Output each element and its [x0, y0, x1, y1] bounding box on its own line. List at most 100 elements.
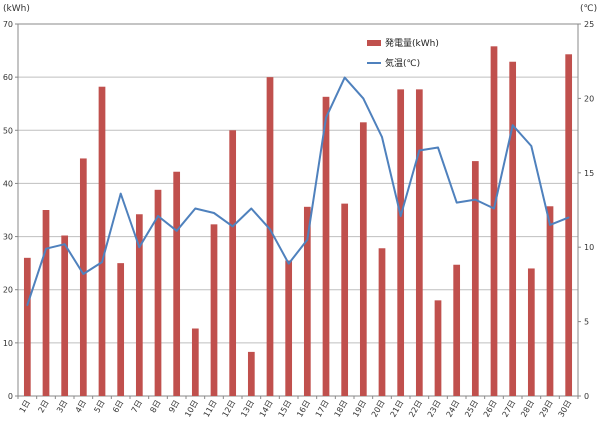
bar-series — [23, 46, 573, 397]
bar — [397, 89, 405, 396]
bar — [546, 206, 554, 396]
x-axis-tick-label: 22日 — [407, 399, 424, 419]
bar — [23, 257, 31, 396]
left-axis-tick-label: 50 — [3, 126, 13, 135]
line-point — [157, 215, 159, 217]
bar — [415, 89, 423, 396]
line-point — [213, 212, 215, 214]
left-axis-tick-label: 40 — [3, 179, 13, 188]
line-point — [362, 97, 365, 100]
line-point — [474, 198, 477, 201]
bar — [98, 86, 106, 397]
right-axis-tick-label: 5 — [584, 318, 589, 327]
line-point — [455, 201, 458, 204]
bar — [79, 158, 87, 396]
right-axis-tick-label: 15 — [584, 169, 594, 178]
bar — [173, 171, 181, 396]
x-axis-tick-label: 30日 — [557, 399, 574, 419]
x-axis-tick-label: 5日 — [92, 399, 106, 415]
x-axis-tick-label: 16日 — [295, 399, 312, 419]
x-axis-tick-label: 9日 — [167, 399, 181, 415]
left-axis-tick-label: 0 — [8, 392, 13, 401]
line-point — [549, 224, 551, 226]
bar — [135, 214, 143, 396]
bar — [229, 130, 237, 397]
legend-swatch-bar — [367, 40, 381, 46]
legend-label-bar: 発電量(kWh) — [385, 37, 439, 49]
x-axis-tick-label: 8日 — [148, 399, 162, 415]
x-axis-tick-label: 24日 — [445, 399, 462, 419]
line-point — [138, 246, 141, 248]
legend: 発電量(kWh) 気温(℃) — [367, 37, 439, 69]
line-point — [418, 149, 421, 152]
x-axis-tick-label: 10日 — [183, 399, 200, 419]
x-axis-tick-label: 20日 — [370, 399, 387, 419]
x-axis-tick-label: 28日 — [519, 399, 536, 419]
x-axis-tick-label: 6日 — [111, 399, 125, 415]
bar — [453, 264, 461, 396]
bar — [61, 235, 69, 396]
line-point — [26, 304, 29, 307]
left-axis-unit: (kWh) — [3, 4, 30, 14]
bar — [471, 161, 479, 396]
left-axis-tick-label: 60 — [3, 73, 13, 82]
bar — [490, 46, 498, 396]
line-point — [343, 76, 346, 79]
line-series — [26, 76, 570, 307]
line-point — [175, 230, 178, 232]
legend-label-line: 気温(℃) — [385, 57, 420, 69]
line-point — [287, 262, 290, 265]
line-point — [306, 238, 309, 241]
bar — [509, 61, 517, 396]
x-axis-tick-label: 13日 — [239, 399, 256, 419]
x-axis-tick-label: 19日 — [351, 399, 368, 419]
bar — [117, 263, 125, 396]
x-axis-tick-label: 12日 — [221, 399, 238, 419]
bar — [341, 203, 349, 396]
x-axis-tick-label: 3日 — [55, 399, 69, 415]
x-axis-tick-label: 29日 — [538, 399, 555, 419]
bar — [247, 351, 255, 396]
x-axis: 1日 2日 3日 4日 5日 6日 7日 8日 9日 10日 11日 12日 13日 14日 15日 16日 1… — [17, 396, 579, 419]
line-point — [63, 243, 66, 246]
x-axis-tick-label: 27日 — [501, 399, 518, 419]
left-axis-tick-label: 20 — [3, 286, 13, 295]
bar — [527, 268, 535, 396]
x-axis-tick-label: 7日 — [130, 399, 144, 415]
bar — [266, 77, 274, 397]
line-point — [119, 192, 122, 195]
bar — [303, 206, 311, 396]
right-axis-tick-label: 0 — [584, 392, 589, 401]
x-axis-tick-label: 25日 — [463, 399, 480, 419]
x-axis-tick-label: 2日 — [36, 399, 50, 415]
right-axis-unit: (℃) — [580, 4, 597, 14]
x-axis-tick-label: 17日 — [314, 399, 331, 419]
line-point — [511, 124, 514, 126]
gridlines — [18, 23, 578, 397]
x-axis-tick-label: 4日 — [74, 399, 88, 415]
left-axis-tick-label: 70 — [3, 20, 13, 29]
line-point — [194, 207, 197, 210]
x-axis-tick-label: 1日 — [18, 399, 32, 415]
bar — [42, 210, 50, 396]
right-axis-tick-label: 25 — [584, 20, 594, 29]
series-line — [26, 76, 570, 306]
bar — [434, 300, 442, 396]
bar — [359, 122, 367, 397]
line-point — [325, 116, 327, 119]
x-axis-tick-label: 15日 — [277, 399, 294, 419]
bar — [154, 189, 162, 396]
bar — [210, 224, 218, 396]
line-point — [399, 215, 402, 217]
line-point — [567, 216, 570, 219]
line-point — [437, 146, 439, 149]
left-axis: 0 10 20 30 40 50 60 70 — [3, 20, 18, 401]
right-axis: 0 5 10 15 20 25 — [578, 20, 594, 401]
line-point — [530, 145, 533, 147]
right-axis-tick-label: 10 — [584, 243, 594, 252]
left-axis-tick-label: 30 — [3, 233, 13, 242]
line-point — [45, 247, 47, 250]
bar — [565, 54, 573, 396]
line-point — [82, 273, 85, 275]
